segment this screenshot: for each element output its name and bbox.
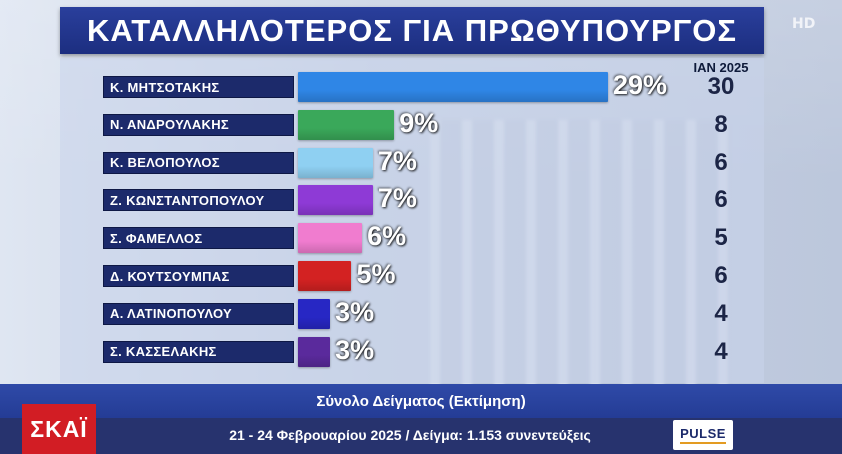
bar: [298, 223, 363, 254]
comparison-value: 4: [714, 337, 728, 365]
value-label: 9%: [399, 107, 439, 138]
skai-logo-text: ΣΚΑΪ: [30, 415, 88, 442]
category-label: Α. ΛΑΤΙΝΟΠΟΥΛΟΥ: [103, 302, 294, 325]
bar: [298, 336, 331, 367]
pulse-logo-underline: [680, 441, 726, 444]
value-label: 6%: [367, 221, 407, 252]
comparison-value: 8: [714, 110, 728, 138]
title-bar: ΚΑΤΑΛΛΗΛΟΤΕΡΟΣ ΓΙΑ ΠΡΩΘΥΠΟΥΡΓΟΣ: [60, 7, 764, 54]
comparison-value: 6: [714, 148, 728, 176]
category-label: Κ. ΜΗΤΣΟΤΑΚΗΣ: [103, 76, 294, 98]
category-label: Σ. ΦΑΜΕΛΛΟΣ: [103, 227, 294, 250]
bar: [298, 298, 331, 329]
value-label: 7%: [377, 183, 417, 214]
pulse-logo-text: PULSE: [680, 425, 726, 441]
skai-logo: ΣΚΑΪ: [22, 404, 96, 454]
comparison-value: 6: [714, 262, 728, 289]
bar: [298, 109, 395, 140]
footer-date-text: 21 - 24 Φεβρουαρίου 2025 / Δείγμα: 1.153…: [229, 427, 591, 443]
category-label: Κ. ΒΕΛΟΠΟΥΛΟΣ: [103, 151, 294, 174]
value-label: 5%: [356, 259, 396, 289]
category-label: Σ. ΚΑΣΣΕΛΑΚΗΣ: [103, 340, 294, 363]
comparison-value: 4: [714, 299, 728, 327]
category-label: Δ. ΚΟΥΤΣΟΥΜΠΑΣ: [103, 265, 294, 287]
hd-badge: HD: [792, 16, 816, 32]
footer-sample-text: Σύνολο Δείγματος (Εκτίμηση): [316, 392, 526, 410]
bar: [298, 72, 608, 102]
category-label: Ν. ΑΝΔΡΟΥΛΑΚΗΣ: [103, 113, 294, 136]
chart-title: ΚΑΤΑΛΛΗΛΟΤΕΡΟΣ ΓΙΑ ΠΡΩΘΥΠΟΥΡΓΟΣ: [87, 12, 737, 48]
pulse-logo: PULSE: [673, 420, 733, 450]
chart-panel: [60, 58, 764, 383]
comparison-header: ΙΑΝ 2025: [693, 60, 749, 75]
value-label: 7%: [377, 145, 417, 176]
value-label: 29%: [613, 70, 668, 100]
category-label: Ζ. ΚΩΝΣΤΑΝΤΟΠΟΥΛΟΥ: [103, 189, 294, 212]
comparison-value: 30: [707, 73, 735, 100]
bar: [298, 261, 352, 291]
comparison-value: 6: [714, 186, 728, 214]
bar: [298, 185, 373, 216]
value-label: 3%: [335, 334, 375, 365]
comparison-value: 5: [714, 224, 728, 252]
bar: [298, 147, 373, 178]
value-label: 3%: [335, 296, 375, 327]
footer-sample-bar: Σύνολο Δείγματος (Εκτίμηση): [0, 384, 842, 418]
